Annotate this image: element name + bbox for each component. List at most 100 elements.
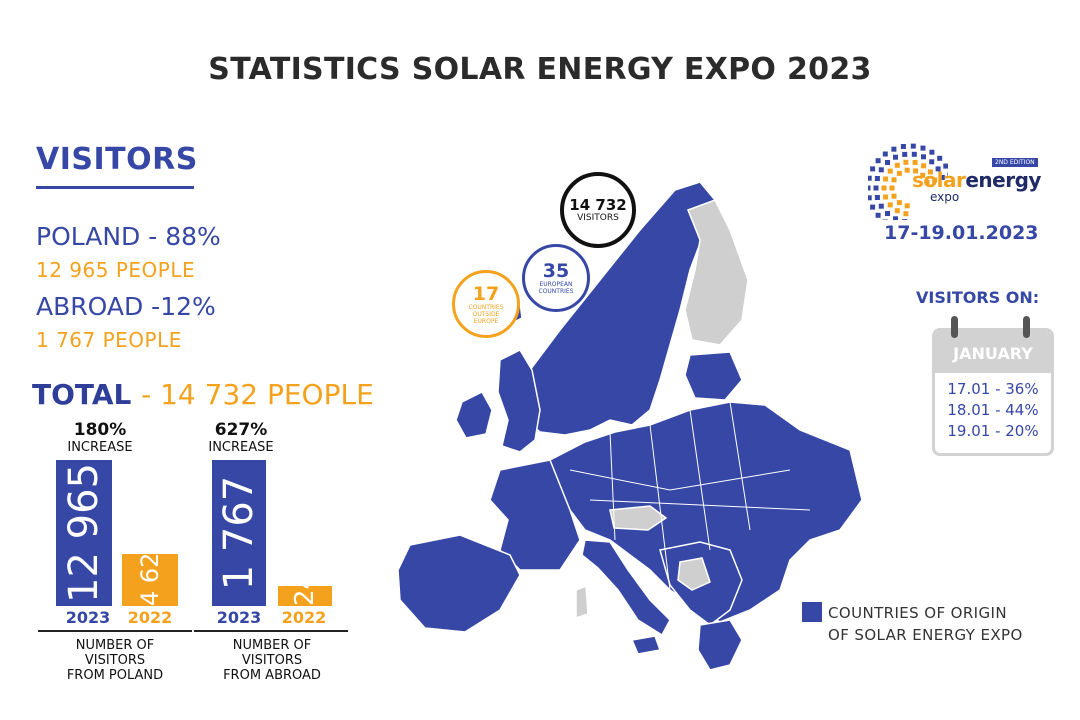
- legend-line-2: OF SOLAR ENERGY EXPO: [828, 626, 1023, 644]
- legend-text: COUNTRIES OF ORIGIN OF SOLAR ENERGY EXPO: [828, 602, 1023, 646]
- calendar-month: JANUARY: [935, 331, 1051, 373]
- logo-sun-cell: [921, 154, 926, 160]
- logo-sun-cell: [900, 144, 906, 149]
- europe-map: [397, 181, 863, 671]
- total-visitors-circle: 14 732 VISITORS: [560, 172, 636, 248]
- logo-sun-cell: [935, 166, 941, 172]
- logo-sun-cell: [903, 159, 909, 165]
- page-title: STATISTICS SOLAR ENERGY EXPO 2023: [208, 52, 872, 87]
- logo-word-energy: energy: [965, 168, 1041, 192]
- legend-line-1: COUNTRIES OF ORIGIN: [828, 604, 1007, 622]
- logo-sun-cell: [902, 219, 908, 220]
- calendar-ring-left: [951, 316, 958, 338]
- logo-word-expo: expo: [930, 190, 960, 204]
- logo-sun-cell: [904, 203, 910, 209]
- map-austria: [609, 505, 668, 531]
- poland-year-2022: 2022: [122, 608, 178, 627]
- poland-stat: POLAND - 88%: [36, 222, 221, 251]
- map-scandinavia: [519, 181, 716, 436]
- poland-year-2023-label: 2023: [65, 608, 111, 627]
- calendar: JANUARY 17.01 - 36% 18.01 - 44% 19.01 - …: [932, 328, 1054, 456]
- map-uk: [497, 349, 541, 453]
- logo-sun-cell: [903, 211, 909, 217]
- logo-sun-cell: [920, 172, 926, 178]
- logo-sun-cell: [874, 176, 880, 181]
- circle-europe-word-2: COUNTRIES: [538, 288, 574, 295]
- abroad-caption-line-2: VISITORS: [241, 653, 303, 668]
- logo-sun-cell: [894, 162, 900, 168]
- abroad-year-2023-label: 2023: [216, 608, 262, 627]
- map-baltics: [684, 351, 743, 401]
- poland-year-2023: 2023: [56, 608, 120, 627]
- logo-sun-cell: [891, 177, 897, 183]
- abroad-increase-percent: 627%: [214, 420, 268, 440]
- poland-increase-percent: 180%: [73, 420, 127, 440]
- poland-bar-2022: [122, 554, 178, 606]
- poland-bar-label-2023: 12 965: [61, 463, 107, 603]
- poland-bar-chart: 12 965 4 627: [40, 460, 340, 610]
- map-balkan-gray: [677, 557, 711, 591]
- logo-sun-cell: [893, 216, 898, 220]
- logo-edition-badge: 2ND EDITION: [992, 158, 1038, 167]
- map-ireland: [455, 391, 493, 439]
- poland-increase: 180% INCREASE: [40, 420, 160, 455]
- total-value: - 14 732 PEOPLE: [141, 378, 374, 411]
- logo-sun-cell: [947, 172, 948, 178]
- circle-outside-word-2: OUTSIDE: [472, 310, 500, 318]
- logo-sun-cell: [882, 219, 888, 220]
- logo-sun-cell: [929, 159, 935, 165]
- abroad-bar-label-2023: 1 767: [216, 475, 262, 591]
- abroad-year-2022-label: 2022: [281, 608, 327, 627]
- map-sicily: [630, 635, 662, 655]
- abroad-percent: -12%: [151, 292, 216, 321]
- logo-sun-cell: [891, 146, 897, 152]
- solar-energy-logo-sun: [868, 143, 948, 220]
- poland-caption: NUMBER OF VISITORS FROM POLAND: [40, 638, 190, 683]
- logo-sun-cell: [875, 158, 881, 164]
- abroad-bar-chart: 1 767 243: [196, 460, 356, 610]
- logo-sun-cell: [921, 163, 927, 169]
- logo-sun-cell: [873, 185, 879, 191]
- circle-total-value: 14 732: [569, 196, 627, 214]
- map-italy: [581, 539, 671, 637]
- logo-sun-cell: [868, 175, 872, 181]
- european-countries-circle: 35 EUROPEAN COUNTRIES: [522, 244, 590, 312]
- calendar-day-1: 17.01 - 36%: [947, 380, 1039, 398]
- logo-sun-cell: [891, 193, 897, 199]
- poland-caption-line-3: FROM POLAND: [66, 668, 164, 683]
- abroad-caption-line-3: FROM ABROAD: [223, 668, 321, 683]
- abroad-bar-label-2022: 243: [290, 556, 320, 606]
- poland-people: 12 965 PEOPLE: [36, 258, 196, 282]
- abroad-caption-line-1: NUMBER OF: [232, 638, 312, 653]
- logo-sun-cell: [910, 143, 916, 149]
- circle-outside-word-1: COUNTRIES: [468, 303, 504, 311]
- logo-sun-cell: [887, 202, 893, 208]
- poland-caption-line-1: NUMBER OF: [75, 638, 155, 653]
- logo-sun-cell: [893, 154, 898, 160]
- abroad-caption: NUMBER OF VISITORS FROM ABROAD: [196, 638, 348, 683]
- abroad-baseline: [194, 630, 348, 632]
- logo-sun-cell: [927, 169, 933, 175]
- poland-label: POLAND: [36, 222, 141, 251]
- logo-word-solar: solar: [912, 168, 966, 192]
- calendar-ring-right: [1023, 316, 1030, 338]
- map-greece: [697, 619, 743, 671]
- map-iberia: [397, 534, 521, 633]
- logo-sun-cell: [920, 145, 926, 151]
- circle-europe-value: 35: [542, 260, 570, 282]
- map-france: [489, 459, 581, 571]
- circle-europe-word-1: EUROPEAN: [539, 281, 573, 288]
- logo-sun-cell: [885, 211, 890, 216]
- logo-sun-cell: [943, 163, 948, 169]
- logo-sun-cell: [894, 208, 900, 214]
- total-line: TOTAL - 14 732 PEOPLE: [32, 378, 374, 411]
- poland-baseline: [38, 630, 192, 632]
- visitors-heading: VISITORS: [36, 142, 198, 177]
- circle-total-word: VISITORS: [577, 213, 619, 223]
- logo-sun-cell: [868, 195, 872, 201]
- event-dates: 17-19.01.2023: [884, 222, 1039, 244]
- abroad-year-2023: 2023: [212, 608, 266, 627]
- logo-sun-cell: [912, 160, 918, 165]
- abroad-increase-word: INCREASE: [208, 440, 274, 455]
- abroad-label: ABROAD: [36, 292, 144, 321]
